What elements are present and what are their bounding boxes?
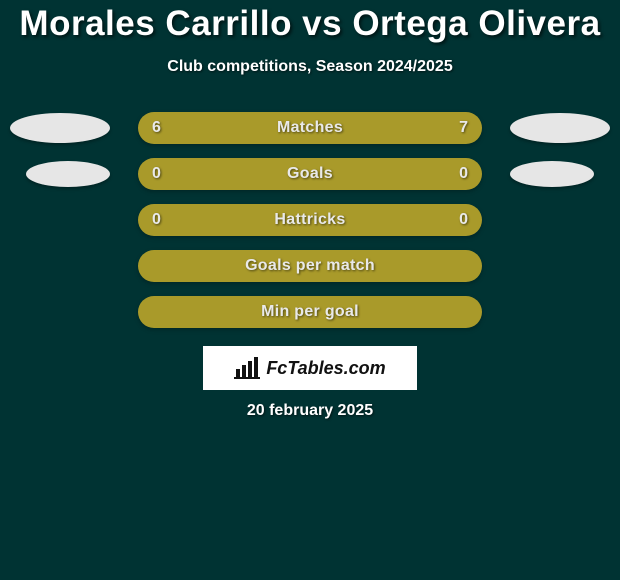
page-subtitle: Club competitions, Season 2024/2025 — [0, 58, 620, 76]
stat-row-mpg: Min per goal — [0, 296, 620, 328]
stat-bar: 6 Matches 7 — [138, 112, 482, 144]
player-right-icon — [510, 161, 594, 187]
stat-value-left: 6 — [152, 119, 161, 137]
stat-bar: Min per goal — [138, 296, 482, 328]
stat-value-right: 0 — [459, 165, 468, 183]
stat-value-left: 0 — [152, 211, 161, 229]
comparison-page: Morales Carrillo vs Ortega Olivera Club … — [0, 0, 620, 420]
player-left-icon — [26, 161, 110, 187]
stat-label: Goals per match — [245, 257, 375, 275]
source-logo[interactable]: FcTables.com — [203, 346, 417, 390]
stat-row-matches: 6 Matches 7 — [0, 112, 620, 144]
stat-bar: 0 Hattricks 0 — [138, 204, 482, 236]
logo-text: FcTables.com — [266, 358, 385, 379]
stat-bar: 0 Goals 0 — [138, 158, 482, 190]
stat-row-gpm: Goals per match — [0, 250, 620, 282]
page-title: Morales Carrillo vs Ortega Olivera — [0, 4, 620, 44]
stat-rows: 6 Matches 7 0 Goals 0 0 Hattricks 0 — [0, 112, 620, 328]
stat-value-left: 0 — [152, 165, 161, 183]
stat-bar: Goals per match — [138, 250, 482, 282]
stat-label: Hattricks — [274, 211, 345, 229]
stat-label: Min per goal — [261, 303, 359, 321]
stat-row-hattricks: 0 Hattricks 0 — [0, 204, 620, 236]
stat-label: Matches — [277, 119, 343, 137]
stat-value-right: 7 — [459, 119, 468, 137]
snapshot-date: 20 february 2025 — [0, 402, 620, 420]
stat-row-goals: 0 Goals 0 — [0, 158, 620, 190]
stat-label: Goals — [287, 165, 333, 183]
player-right-icon — [510, 113, 610, 143]
stat-value-right: 0 — [459, 211, 468, 229]
chart-icon — [234, 357, 260, 379]
player-left-icon — [10, 113, 110, 143]
